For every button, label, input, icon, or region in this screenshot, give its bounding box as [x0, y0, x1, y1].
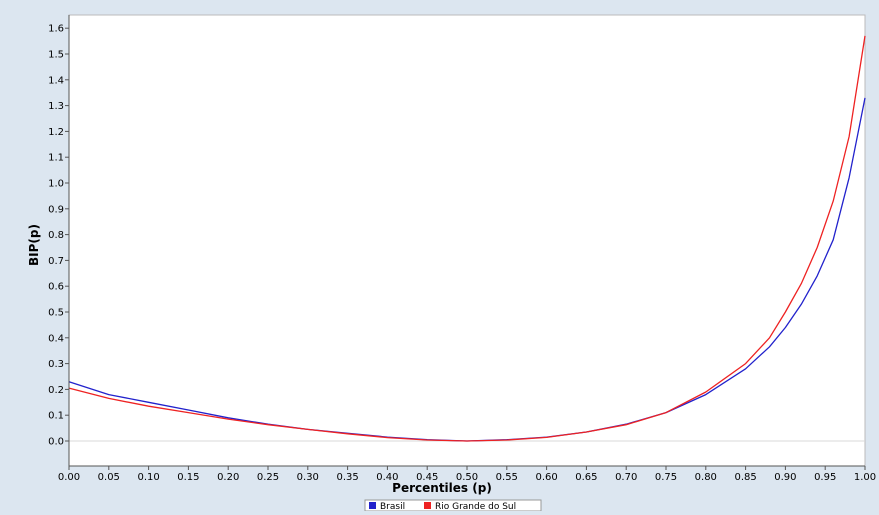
x-tick-label: 0.70	[615, 472, 637, 483]
y-tick-label: 0.0	[48, 437, 64, 448]
x-tick-label: 0.90	[774, 472, 796, 483]
x-tick-label: 0.45	[416, 472, 438, 483]
x-tick-label: 0.35	[336, 472, 358, 483]
legend-swatch	[424, 502, 431, 509]
x-tick-label: 0.30	[297, 472, 319, 483]
legend-label: Rio Grande do Sul	[435, 502, 516, 511]
x-tick-label: 0.95	[814, 472, 836, 483]
series-line-rio-grande-do-sul	[68, 35, 866, 442]
x-axis-title: Percentiles (p)	[392, 481, 492, 495]
x-tick-label: 1.00	[854, 472, 876, 483]
x-tick-label: 0.25	[257, 472, 279, 483]
x-tick-label: 0.60	[535, 472, 557, 483]
x-tick-label: 0.15	[177, 472, 199, 483]
x-tick-label: 0.05	[98, 472, 120, 483]
x-tick-label: 0.75	[655, 472, 677, 483]
x-tick-label: 0.20	[217, 472, 239, 483]
y-tick-label: 1.5	[48, 50, 64, 61]
y-tick-label: 1.3	[48, 101, 64, 112]
plot-area	[68, 14, 866, 467]
y-tick-label: 1.0	[48, 179, 64, 190]
y-tick-label: 1.4	[48, 75, 64, 86]
x-tick-label: 0.65	[575, 472, 597, 483]
y-tick-label: 0.6	[48, 282, 64, 293]
y-tick-label: 0.9	[48, 204, 64, 215]
y-tick-label: 1.2	[48, 127, 64, 138]
y-tick-labels: 0.0 0.1 0.2 0.3 0.4 0.5 0.6 0.7 0.8 0.9 1.0 1.1 1.2 1…	[48, 24, 69, 448]
x-tick-label: 0.80	[695, 472, 717, 483]
x-tick-label: 0.55	[496, 472, 518, 483]
y-tick-label: 1.6	[48, 24, 64, 35]
x-tick-label: 0.85	[734, 472, 756, 483]
legend: Brasil Rio Grande do Sul	[364, 499, 542, 512]
x-tick-label: 0.10	[137, 472, 159, 483]
legend-label: Brasil	[380, 502, 405, 511]
y-tick-label: 0.7	[48, 256, 64, 267]
y-tick-label: 0.3	[48, 359, 64, 370]
y-tick-label: 1.1	[48, 153, 64, 164]
x-tick-label: 0.50	[456, 472, 478, 483]
x-tick-label: 0.00	[58, 472, 80, 483]
y-tick-label: 0.5	[48, 308, 64, 319]
y-tick-label: 0.2	[48, 385, 64, 396]
x-tick-label: 0.40	[376, 472, 398, 483]
y-tick-label: 0.1	[48, 411, 64, 422]
y-tick-label: 0.8	[48, 230, 64, 241]
series-group	[68, 35, 866, 442]
y-tick-label: 0.4	[48, 333, 64, 344]
legend-swatch	[369, 502, 376, 509]
x-tick-labels: 0.00 0.05 0.10 0.15 0.20 0.25 0.30 0.35 0.40 0.45…	[58, 466, 876, 483]
y-axis-title: BIP(p)	[27, 224, 41, 266]
